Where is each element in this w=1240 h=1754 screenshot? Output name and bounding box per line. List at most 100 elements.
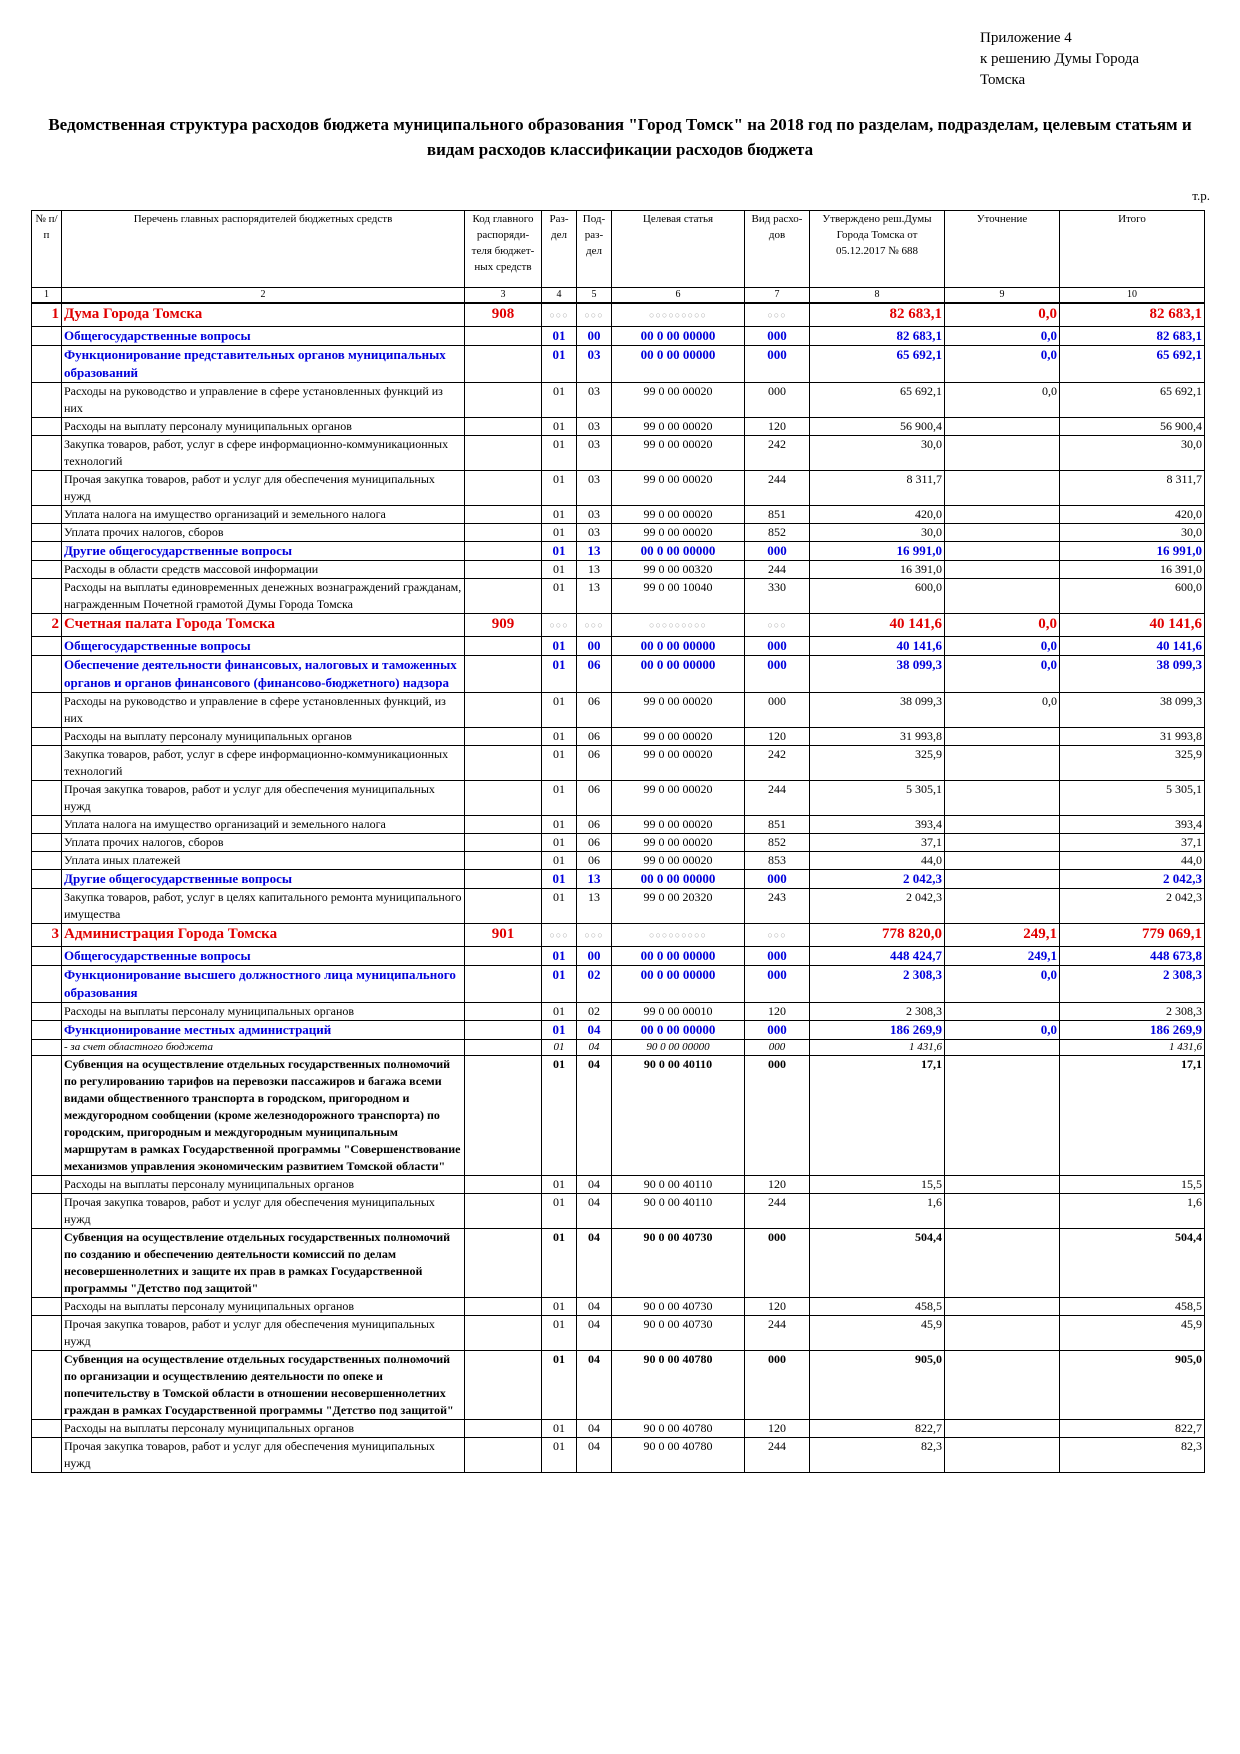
- row-podrazdel: 13: [576, 541, 612, 561]
- table-row: Прочая закупка товаров, работ и услуг дл…: [31, 1193, 1205, 1229]
- row-expense-type: 852: [744, 523, 810, 542]
- row-razdel: 01: [541, 470, 577, 506]
- row-target-article: 99 0 00 00020: [611, 815, 745, 834]
- row-code: [464, 1039, 542, 1056]
- row-change: 0,0: [944, 692, 1060, 728]
- table-row: Субвенция на осуществление отдельных гос…: [31, 1350, 1205, 1420]
- row-name: Расходы на выплату персоналу муниципальн…: [61, 727, 465, 746]
- row-change: [944, 470, 1060, 506]
- row-expense-type: 242: [744, 435, 810, 471]
- row-number: [31, 780, 62, 816]
- table-row: Общегосударственные вопросы 01 00 00 0 00 0…: [31, 946, 1205, 966]
- row-total: 448 673,8: [1059, 946, 1205, 966]
- row-change: [944, 578, 1060, 614]
- row-approved: 1 431,6: [809, 1039, 945, 1056]
- table-row: Расходы на выплату персоналу муниципальн…: [31, 417, 1205, 436]
- row-razdel: 01: [541, 1002, 577, 1021]
- row-expense-type: 244: [744, 560, 810, 579]
- row-code: [464, 1055, 542, 1176]
- table-row: Расходы на выплаты персоналу муниципальн…: [31, 1419, 1205, 1438]
- row-approved: 65 692,1: [809, 345, 945, 383]
- row-approved: 2 308,3: [809, 1002, 945, 1021]
- row-razdel: 01: [541, 1175, 577, 1194]
- row-number: [31, 523, 62, 542]
- row-name: Уплата прочих налогов, сборов: [61, 523, 465, 542]
- row-code: [464, 470, 542, 506]
- row-podrazdel: 04: [576, 1175, 612, 1194]
- row-approved: 82,3: [809, 1437, 945, 1473]
- row-approved: 30,0: [809, 523, 945, 542]
- row-expense-type: 000: [744, 965, 810, 1003]
- row-code: [464, 382, 542, 418]
- row-approved: 40 141,6: [809, 613, 945, 637]
- row-code: [464, 833, 542, 852]
- row-razdel: 01: [541, 435, 577, 471]
- row-total: 16 991,0: [1059, 541, 1205, 561]
- row-name: Другие общегосударственные вопросы: [61, 541, 465, 561]
- row-podrazdel: 04: [576, 1437, 612, 1473]
- row-change: [944, 1297, 1060, 1316]
- row-podrazdel: 04: [576, 1020, 612, 1040]
- column-header: Итого: [1059, 210, 1205, 288]
- column-header: Вид расхо-дов: [744, 210, 810, 288]
- row-change: [944, 1055, 1060, 1176]
- row-podrazdel: 04: [576, 1297, 612, 1316]
- row-code: [464, 435, 542, 471]
- row-number: [31, 505, 62, 524]
- row-target-article: 99 0 00 00020: [611, 470, 745, 506]
- row-total: 458,5: [1059, 1297, 1205, 1316]
- row-expense-type: 330: [744, 578, 810, 614]
- row-podrazdel: 04: [576, 1193, 612, 1229]
- row-expense-type: 000: [744, 382, 810, 418]
- row-razdel: ○○○: [541, 613, 577, 637]
- row-change: [944, 560, 1060, 579]
- row-total: 30,0: [1059, 435, 1205, 471]
- row-name: Уплата прочих налогов, сборов: [61, 833, 465, 852]
- row-expense-type: 000: [744, 1228, 810, 1298]
- row-expense-type: 000: [744, 869, 810, 889]
- row-expense-type: 120: [744, 1002, 810, 1021]
- row-expense-type: 000: [744, 1039, 810, 1056]
- row-razdel: 01: [541, 560, 577, 579]
- row-approved: 82 683,1: [809, 326, 945, 346]
- row-change: 0,0: [944, 326, 1060, 346]
- row-total: 82 683,1: [1059, 326, 1205, 346]
- row-approved: 448 424,7: [809, 946, 945, 966]
- row-code: [464, 345, 542, 383]
- row-code: [464, 417, 542, 436]
- row-code: [464, 326, 542, 346]
- row-target-article: 99 0 00 00020: [611, 692, 745, 728]
- row-approved: 325,9: [809, 745, 945, 781]
- row-target-article: 00 0 00 00000: [611, 345, 745, 383]
- row-code: [464, 869, 542, 889]
- row-number: [31, 1002, 62, 1021]
- table-row: Уплата иных платежей 01 06 99 0 00 00020 853…: [31, 851, 1205, 870]
- row-razdel: 01: [541, 1419, 577, 1438]
- row-number: [31, 727, 62, 746]
- row-number: 2: [31, 613, 62, 637]
- row-expense-type: 244: [744, 1437, 810, 1473]
- row-approved: 38 099,3: [809, 655, 945, 693]
- row-number: [31, 1193, 62, 1229]
- row-approved: 5 305,1: [809, 780, 945, 816]
- row-total: 16 391,0: [1059, 560, 1205, 579]
- row-name: Администрация Города Томска: [61, 923, 465, 947]
- row-change: [944, 888, 1060, 924]
- row-podrazdel: 03: [576, 470, 612, 506]
- table-row: Расходы на выплаты единовременных денежн…: [31, 578, 1205, 614]
- row-razdel: 01: [541, 1020, 577, 1040]
- row-code: [464, 1002, 542, 1021]
- row-name: Прочая закупка товаров, работ и услуг дл…: [61, 470, 465, 506]
- row-expense-type: 000: [744, 326, 810, 346]
- row-name: Счетная палата Города Томска: [61, 613, 465, 637]
- row-razdel: 01: [541, 1315, 577, 1351]
- row-code: [464, 1437, 542, 1473]
- table-row: Обеспечение деятельности финансовых, нал…: [31, 655, 1205, 693]
- table-row: Общегосударственные вопросы 01 00 00 0 00 0…: [31, 636, 1205, 656]
- row-number: [31, 541, 62, 561]
- row-change: 0,0: [944, 302, 1060, 327]
- row-podrazdel: 13: [576, 560, 612, 579]
- column-number: 1: [31, 287, 62, 304]
- row-approved: 458,5: [809, 1297, 945, 1316]
- row-number: [31, 1315, 62, 1351]
